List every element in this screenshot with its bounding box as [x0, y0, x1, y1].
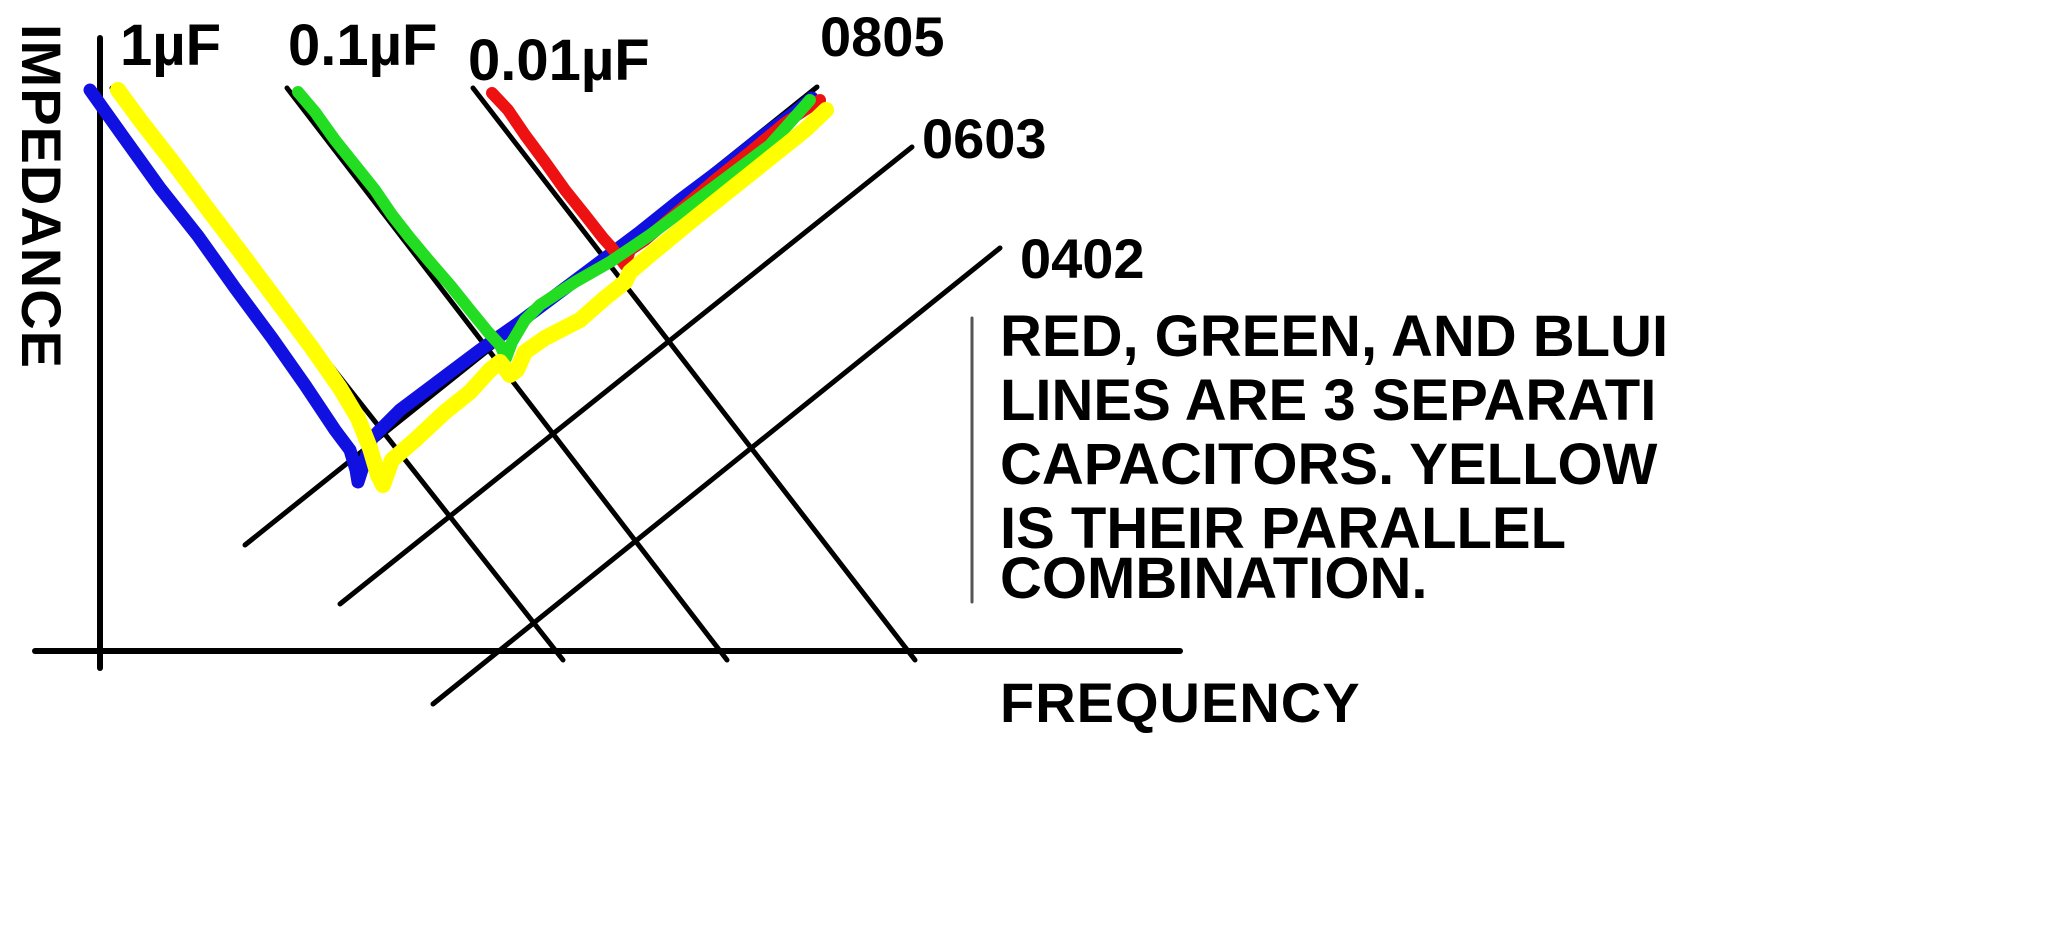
label-0402: 0402	[1020, 227, 1145, 290]
note-line: LINES ARE 3 SEPARATI	[1000, 368, 1656, 433]
y-axis-label: IMPEDANCE	[10, 24, 73, 369]
curve-yellow	[110, 82, 834, 493]
label-1uf: 1µF	[120, 13, 221, 78]
label-0603: 0603	[922, 107, 1047, 170]
label-0-01uf: 0.01µF	[468, 28, 650, 93]
note-line: RED, GREEN, AND BLUI	[1000, 304, 1668, 369]
note-line: COMBINATION.	[1000, 546, 1427, 611]
guide-line-0-01uf	[470, 85, 918, 663]
label-0-1uf: 0.1µF	[288, 13, 437, 78]
curve-blue	[83, 83, 819, 489]
curve-green	[292, 86, 816, 364]
label-0805: 0805	[820, 5, 945, 68]
note-line: IS THEIR PARALLEL	[1000, 496, 1566, 561]
note-text: RED, GREEN, AND BLUI LINES ARE 3 SEPARAT…	[1000, 304, 1668, 611]
note-line: CAPACITORS. YELLOW	[1000, 432, 1658, 497]
x-axis-label: FREQUENCY	[1000, 671, 1361, 734]
guide-line-0603	[337, 144, 915, 607]
guide-line-0402	[430, 245, 1003, 707]
